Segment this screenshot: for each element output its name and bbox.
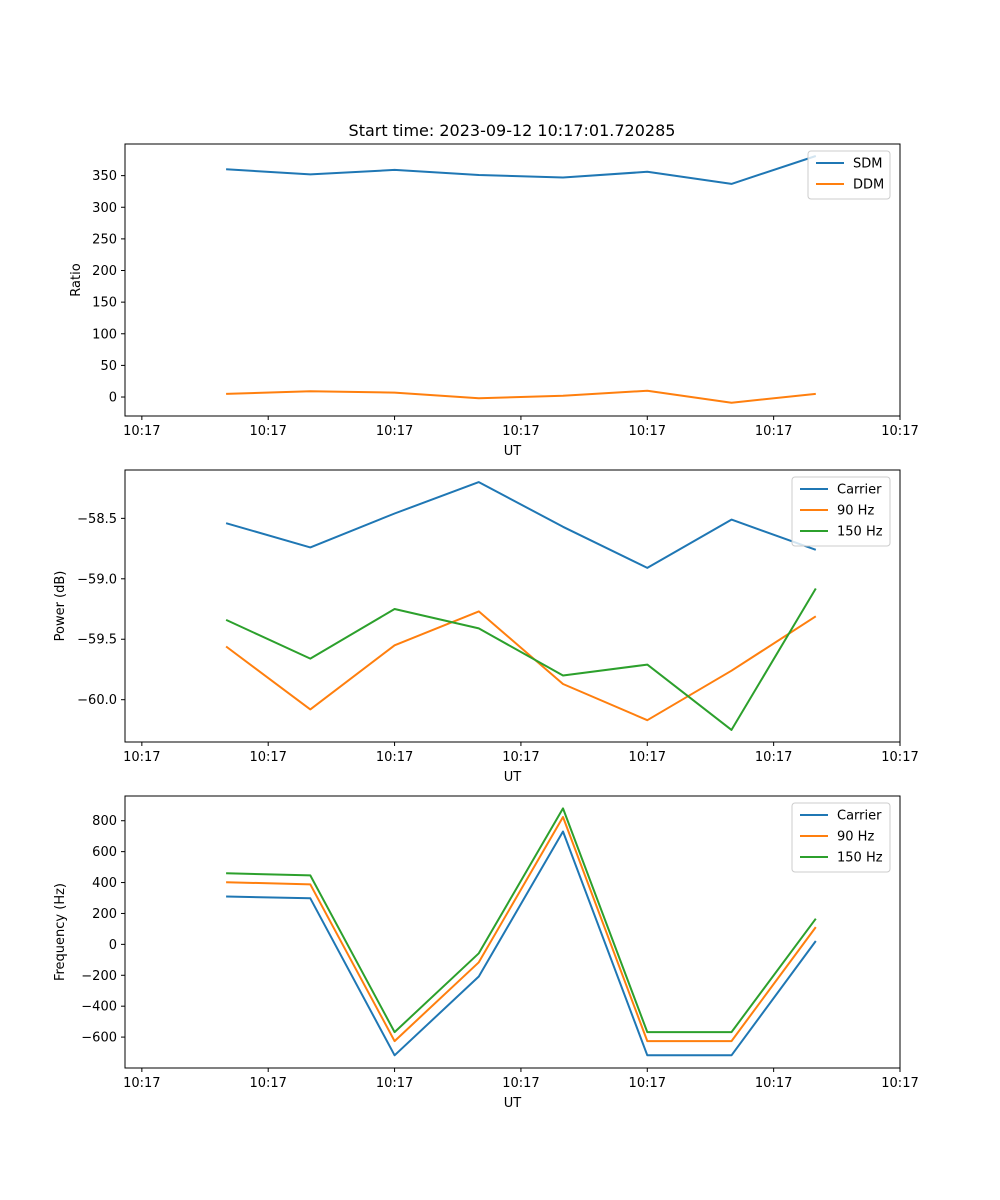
legend-label-90-hz: 90 Hz xyxy=(837,504,874,519)
series-line-carrier xyxy=(226,830,817,1057)
x-tick-label: 10:17 xyxy=(376,424,413,439)
x-tick-label: 10:17 xyxy=(249,424,286,439)
x-tick-label: 10:17 xyxy=(881,750,918,765)
x-tick-label: 10:17 xyxy=(755,424,792,439)
y-tick-label: 250 xyxy=(92,232,117,247)
series-line-carrier xyxy=(225,481,817,569)
x-tick-label: 10:17 xyxy=(376,750,413,765)
y-tick-label: 600 xyxy=(92,845,117,860)
y-ticks: −60.0 −59.5 −59.0 −58.5 xyxy=(77,512,125,708)
series-line-90-hz xyxy=(225,610,817,722)
y-tick-label: 800 xyxy=(92,814,117,829)
x-axis-label: UT xyxy=(504,444,522,459)
x-tick-label: 10:17 xyxy=(249,1076,286,1091)
y-tick-label: 300 xyxy=(92,201,117,216)
y-tick-label: 0 xyxy=(109,391,117,406)
y-tick-label: 200 xyxy=(92,907,117,922)
legend-label-carrier: Carrier xyxy=(837,809,882,824)
y-tick-label: −60.0 xyxy=(77,693,117,708)
y-axis-label: Ratio xyxy=(69,263,84,296)
legend: Carrier 90 Hz 150 Hz xyxy=(791,802,891,873)
x-tick-label: 10:17 xyxy=(123,1076,160,1091)
power-chart: 10:17 10:17 10:17 10:17 10:17 10:17 10:17 −60.0… xyxy=(53,469,919,785)
series-line-150-hz xyxy=(226,807,817,1034)
x-tick-label: 10:17 xyxy=(376,1076,413,1091)
y-tick-label: −600 xyxy=(81,1031,117,1046)
panels: 10:17 10:17 10:17 10:17 10:17 10:17 10:17 0 50 10… xyxy=(53,143,919,1111)
x-tick-label: 10:17 xyxy=(502,424,539,439)
legend-frame xyxy=(791,476,891,547)
y-tick-label: −59.5 xyxy=(77,633,117,648)
series-line-150-hz xyxy=(225,587,817,731)
x-tick-label: 10:17 xyxy=(881,1076,918,1091)
series-line-ddm xyxy=(226,389,816,404)
x-tick-label: 10:17 xyxy=(755,750,792,765)
axes-frame xyxy=(124,795,901,1069)
legend-label-90-hz: 90 Hz xyxy=(837,830,874,845)
x-ticks: 10:17 10:17 10:17 10:17 10:17 10:17 10:17 xyxy=(123,416,919,439)
x-tick-label: 10:17 xyxy=(123,750,160,765)
legend-frame xyxy=(791,802,891,873)
y-axis-label: Frequency (Hz) xyxy=(53,883,68,981)
x-tick-label: 10:17 xyxy=(629,424,666,439)
y-tick-label: 150 xyxy=(92,296,117,311)
x-tick-label: 10:17 xyxy=(629,1076,666,1091)
legend-label-sdm: SDM xyxy=(853,157,882,172)
legend-label-150-hz: 150 Hz xyxy=(837,525,883,540)
y-tick-label: 400 xyxy=(92,876,117,891)
x-tick-label: 10:17 xyxy=(123,424,160,439)
y-ticks: −600 −400 −200 0 200 400 600 800 xyxy=(81,814,125,1046)
y-tick-label: 50 xyxy=(100,359,117,374)
y-tick-label: 100 xyxy=(92,327,117,342)
x-tick-label: 10:17 xyxy=(249,750,286,765)
x-tick-label: 10:17 xyxy=(629,750,666,765)
legend-label-150-hz: 150 Hz xyxy=(837,851,883,866)
axes-frame xyxy=(124,143,901,417)
legend-label-ddm: DDM xyxy=(853,178,884,193)
x-tick-label: 10:17 xyxy=(502,1076,539,1091)
ratio-chart-series xyxy=(226,155,817,404)
frequency-chart-series xyxy=(226,807,817,1057)
x-axis-label: UT xyxy=(504,770,522,785)
power-chart-series xyxy=(225,481,817,731)
y-tick-label: 350 xyxy=(92,169,117,184)
x-ticks: 10:17 10:17 10:17 10:17 10:17 10:17 10:17 xyxy=(123,742,919,765)
y-tick-label: −59.0 xyxy=(77,572,117,587)
y-tick-label: 200 xyxy=(92,264,117,279)
legend: SDM DDM xyxy=(807,150,891,200)
series-line-90-hz xyxy=(226,816,817,1043)
x-tick-label: 10:17 xyxy=(502,750,539,765)
y-tick-label: −58.5 xyxy=(77,512,117,527)
y-ticks: 0 50 100 150 200 250 300 350 xyxy=(92,169,125,406)
y-tick-label: 0 xyxy=(109,938,117,953)
figure-title: Start time: 2023-09-12 10:17:01.720285 xyxy=(349,121,676,140)
x-ticks: 10:17 10:17 10:17 10:17 10:17 10:17 10:17 xyxy=(123,1068,919,1091)
x-tick-label: 10:17 xyxy=(755,1076,792,1091)
legend-label-carrier: Carrier xyxy=(837,483,882,498)
x-tick-label: 10:17 xyxy=(881,424,918,439)
x-axis-label: UT xyxy=(504,1096,522,1111)
ratio-chart: 10:17 10:17 10:17 10:17 10:17 10:17 10:17 0 50 10… xyxy=(69,143,919,459)
y-tick-label: −200 xyxy=(81,969,117,984)
axes-frame xyxy=(124,469,901,743)
y-axis-label: Power (dB) xyxy=(53,571,68,642)
legend: Carrier 90 Hz 150 Hz xyxy=(791,476,891,547)
y-tick-label: −400 xyxy=(81,1000,117,1015)
series-line-sdm xyxy=(226,155,817,185)
frequency-chart: 10:17 10:17 10:17 10:17 10:17 10:17 10:17−600−… xyxy=(53,795,919,1111)
